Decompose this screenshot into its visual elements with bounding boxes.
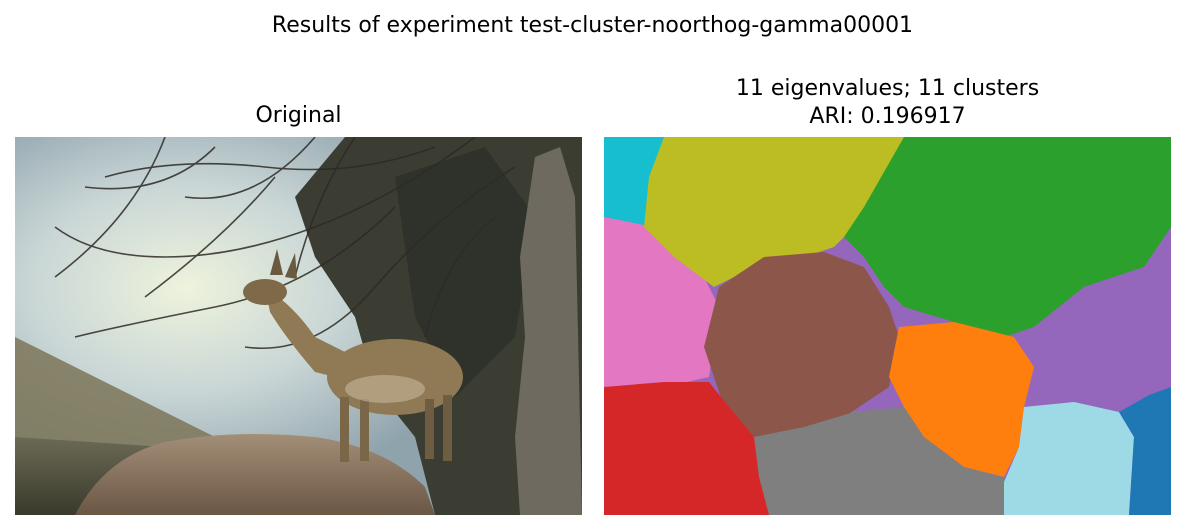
cluster-region-brown (704, 252, 899, 437)
figure-suptitle: Results of experiment test-cluster-noort… (271, 13, 914, 38)
antelope (243, 249, 463, 462)
segmentation-svg (604, 137, 1171, 515)
segmentation-title-line2: ARI: 0.196917 (809, 104, 966, 129)
cluster-region-gray (754, 407, 1014, 515)
tree-trunk (515, 147, 582, 515)
original-photo-svg (15, 137, 582, 515)
cluster-region-red (604, 382, 769, 515)
original-image (15, 137, 582, 515)
cluster-region-blue (1119, 387, 1171, 515)
segmentation-title-line1: 11 eigenvalues; 11 clusters (735, 76, 1040, 101)
cluster-region-lightblue (1004, 402, 1134, 515)
original-title: Original (255, 103, 342, 128)
cluster-region-purple (1004, 257, 1171, 407)
cluster-region-olive (644, 137, 904, 287)
cluster-region-cyan (604, 137, 664, 237)
cluster-region-orange (889, 322, 1034, 477)
branches (54, 137, 516, 349)
cluster-region-green (844, 137, 1171, 337)
segmentation-title: 11 eigenvalues; 11 clusters ARI: 0.19691… (604, 75, 1171, 131)
segmentation-map (604, 137, 1171, 515)
